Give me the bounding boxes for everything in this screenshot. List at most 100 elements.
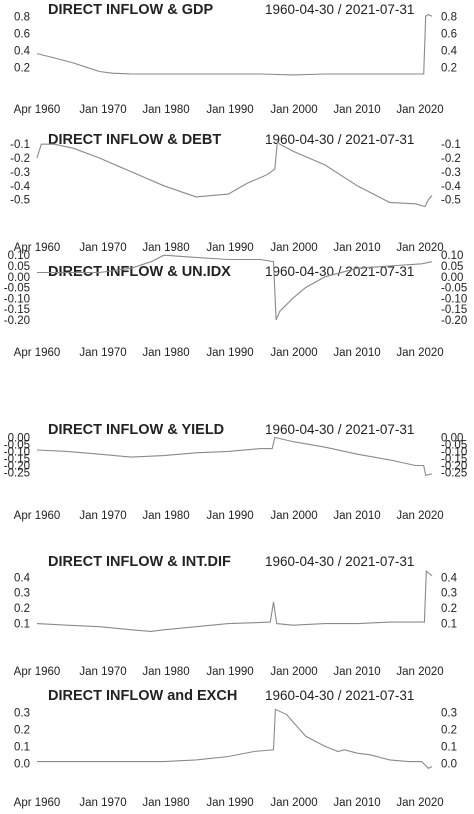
y-tick-label-right: -0.20 xyxy=(441,460,467,472)
y-tick-label-right: 0.4 xyxy=(441,45,458,57)
y-tick-label-left: 0.4 xyxy=(14,45,31,57)
x-tick-label: Jan 2010 xyxy=(333,104,380,116)
y-tick-label-right: -0.3 xyxy=(441,167,461,179)
panel-title: DIRECT INFLOW & DEBT xyxy=(48,132,221,148)
y-tick-label-left: 0.4 xyxy=(14,572,31,584)
y-tick-label-right: 0.2 xyxy=(441,603,457,615)
y-tick-label-left: 0.0 xyxy=(14,758,30,770)
x-tick-label: Jan 2000 xyxy=(270,104,317,116)
x-tick-label: Jan 1980 xyxy=(142,347,189,359)
y-tick-label-left: 0.2 xyxy=(14,62,30,74)
y-tick-label-right: -0.5 xyxy=(441,195,461,207)
panel-intdif: DIRECT INFLOW & INT.DIF 1960-04-30 / 202… xyxy=(14,554,458,678)
x-tick-label: Apr 1960 xyxy=(14,347,61,359)
x-tick-label: Jan 2010 xyxy=(333,347,380,359)
x-tick-label: Jan 1970 xyxy=(79,666,126,678)
panel-date-range: 1960-04-30 / 2021-07-31 xyxy=(265,422,414,437)
series-line xyxy=(37,708,433,769)
y-tick-label-right: -0.1 xyxy=(441,139,461,151)
y-tick-label-left: 0.3 xyxy=(14,708,30,720)
y-tick-label-right: -0.25 xyxy=(441,467,467,479)
x-tick-label: Jan 1980 xyxy=(142,104,189,116)
y-tick-label-right: 0.4 xyxy=(441,572,458,584)
x-tick-label: Jan 2020 xyxy=(396,242,443,254)
panel-title: DIRECT INFLOW & INT.DIF xyxy=(48,554,231,570)
y-tick-label-right: 0.3 xyxy=(441,588,457,600)
panel-gdp: DIRECT INFLOW & GDP 1960-04-30 / 2021-07… xyxy=(14,2,458,116)
y-tick-label-right: -0.05 xyxy=(441,283,467,295)
y-tick-label-left: -0.20 xyxy=(4,460,30,472)
x-tick-label: Apr 1960 xyxy=(14,510,61,522)
y-tick-label-right: 0.6 xyxy=(441,28,457,40)
y-tick-label-left: 0.3 xyxy=(14,588,30,600)
y-tick-label-left: 0.00 xyxy=(8,272,30,284)
series-line xyxy=(36,140,433,208)
x-tick-label: Jan 1990 xyxy=(206,104,253,116)
series-line xyxy=(36,569,433,632)
x-tick-label: Jan 1990 xyxy=(206,666,253,678)
y-tick-label-right: -0.15 xyxy=(441,453,467,465)
x-tick-label: Jan 1970 xyxy=(79,797,126,809)
panel-date-range: 1960-04-30 / 2021-07-31 xyxy=(265,264,414,279)
x-tick-label: Jan 2020 xyxy=(396,104,443,116)
x-tick-label: Jan 2010 xyxy=(333,242,380,254)
x-tick-label: Jan 2000 xyxy=(270,510,317,522)
y-tick-label-left: 0.10 xyxy=(8,250,30,262)
x-tick-label: Jan 1970 xyxy=(79,104,126,116)
x-tick-label: Apr 1960 xyxy=(14,797,61,809)
panel-title: DIRECT INFLOW & GDP xyxy=(48,2,213,18)
y-tick-label-right: 0.1 xyxy=(441,741,457,753)
x-tick-label: Jan 1980 xyxy=(142,797,189,809)
panel-date-range: 1960-04-30 / 2021-07-31 xyxy=(265,2,414,17)
y-tick-label-left: -0.3 xyxy=(10,167,30,179)
panel-title: DIRECT INFLOW & YIELD xyxy=(48,422,224,438)
series-line xyxy=(37,254,433,321)
panel-debt: DIRECT INFLOW & DEBT 1960-04-30 / 2021-0… xyxy=(10,132,461,254)
panel-yield: DIRECT INFLOW & YIELD 1960-04-30 / 2021-… xyxy=(4,422,467,522)
x-tick-label: Jan 1990 xyxy=(206,797,253,809)
panel-date-range: 1960-04-30 / 2021-07-31 xyxy=(265,688,414,703)
y-tick-label-left: -0.2 xyxy=(10,153,30,165)
x-tick-label: Jan 1990 xyxy=(206,242,253,254)
y-tick-label-left: -0.10 xyxy=(4,446,30,458)
x-tick-label: Apr 1960 xyxy=(14,666,61,678)
x-tick-label: Jan 1980 xyxy=(142,666,189,678)
y-tick-label-right: -0.05 xyxy=(441,439,467,451)
y-tick-label-right: -0.15 xyxy=(441,304,467,316)
y-tick-label-left: 0.2 xyxy=(14,725,30,737)
y-tick-label-left: -0.15 xyxy=(4,304,30,316)
y-tick-label-right: 0.00 xyxy=(441,432,463,444)
x-tick-label: Jan 1970 xyxy=(79,242,126,254)
y-tick-label-left: 0.1 xyxy=(14,741,30,753)
y-tick-label-left: 0.8 xyxy=(14,11,30,23)
series-line xyxy=(36,436,433,476)
y-tick-label-right: 0.2 xyxy=(441,62,457,74)
x-tick-label: Jan 2000 xyxy=(270,797,317,809)
y-tick-label-right: -0.2 xyxy=(441,153,461,165)
x-tick-label: Jan 1970 xyxy=(79,347,126,359)
y-tick-label-right: 0.05 xyxy=(441,261,463,273)
y-tick-label-right: 0.8 xyxy=(441,11,457,23)
x-tick-label: Jan 2020 xyxy=(396,510,443,522)
x-tick-label: Jan 2000 xyxy=(270,242,317,254)
x-tick-label: Jan 2010 xyxy=(333,797,380,809)
x-tick-label: Jan 2000 xyxy=(270,666,317,678)
panel-unidx: DIRECT INFLOW & UN.IDX 1960-04-30 / 2021… xyxy=(4,250,467,359)
x-tick-label: Jan 1990 xyxy=(206,347,253,359)
x-tick-label: Jan 1990 xyxy=(206,510,253,522)
y-tick-label-left: -0.1 xyxy=(10,139,30,151)
y-tick-label-left: 0.6 xyxy=(14,28,30,40)
panel-title: DIRECT INFLOW and EXCH xyxy=(48,688,237,704)
y-tick-label-left: -0.25 xyxy=(4,467,30,479)
y-tick-label-right: 0.2 xyxy=(441,725,457,737)
y-tick-label-right: -0.10 xyxy=(441,446,467,458)
y-tick-label-left: 0.2 xyxy=(14,603,30,615)
y-tick-label-right: 0.1 xyxy=(441,619,457,631)
panel-title: DIRECT INFLOW & UN.IDX xyxy=(48,264,231,280)
y-tick-label-left: 0.1 xyxy=(14,619,30,631)
y-tick-label-right: 0.10 xyxy=(441,250,463,262)
y-tick-label-left: -0.15 xyxy=(4,453,30,465)
panel-date-range: 1960-04-30 / 2021-07-31 xyxy=(265,554,414,569)
x-tick-label: Jan 2020 xyxy=(396,666,443,678)
y-tick-label-right: -0.20 xyxy=(441,315,467,327)
